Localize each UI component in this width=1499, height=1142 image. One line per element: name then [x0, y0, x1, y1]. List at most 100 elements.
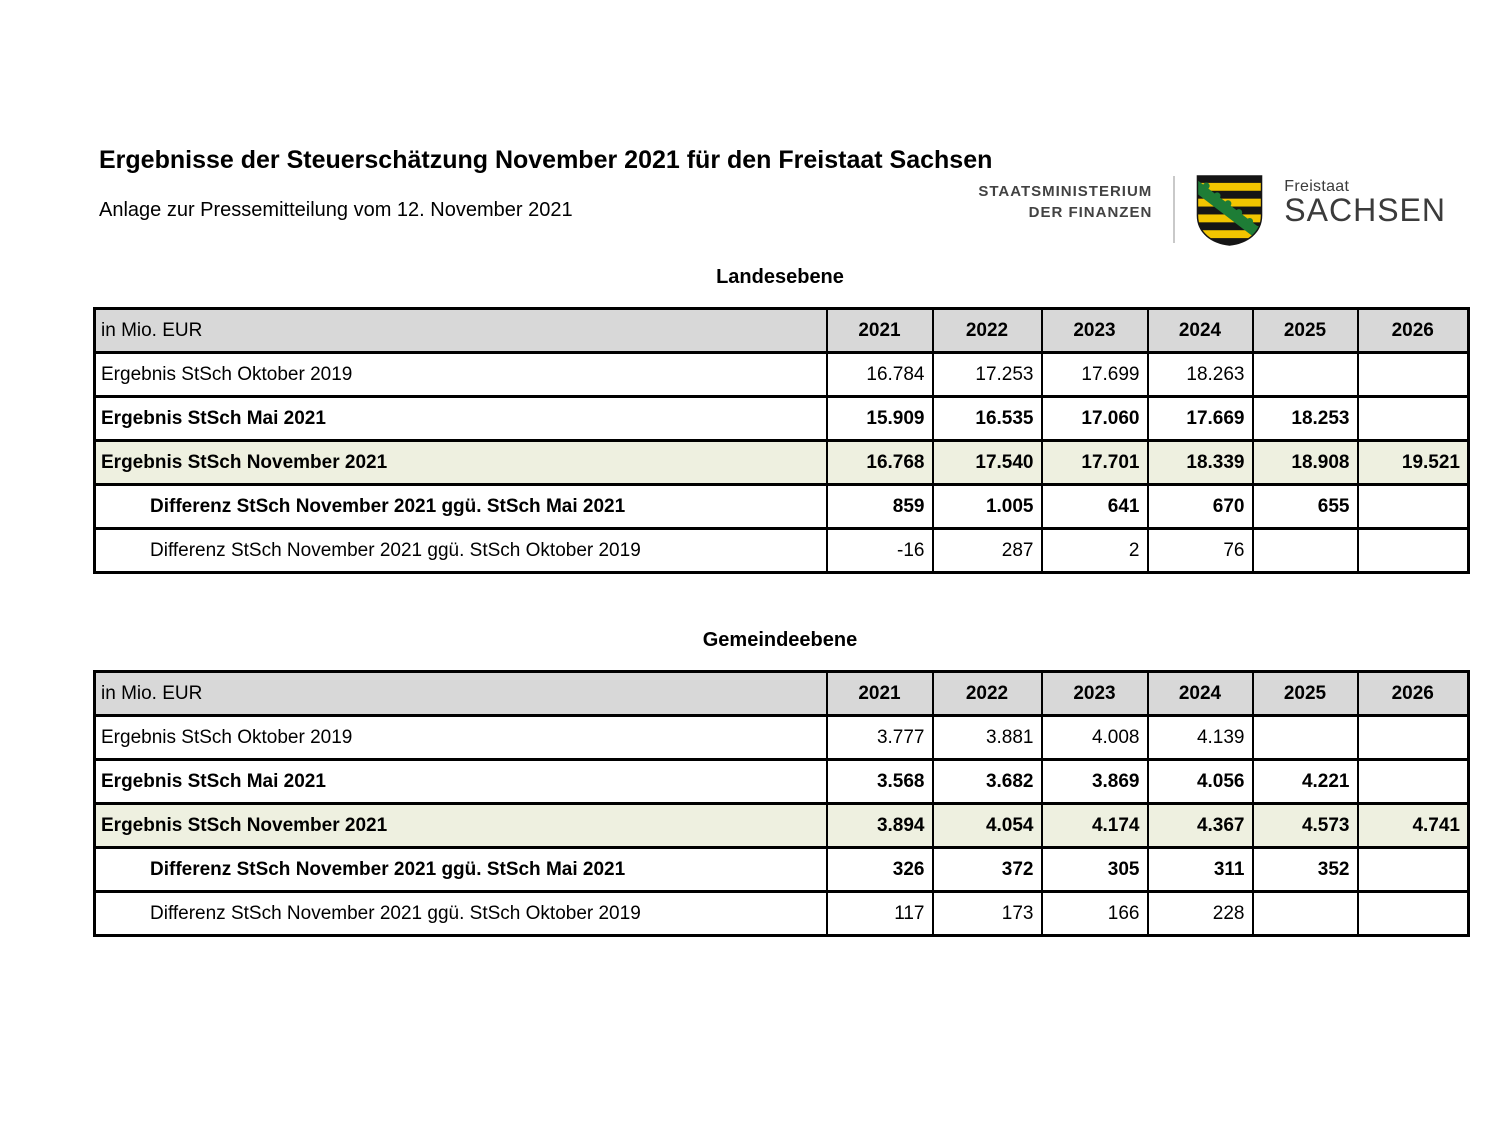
value-cell	[1356, 890, 1470, 937]
value-cell: 670	[1146, 483, 1254, 530]
value-cell: 4.221	[1251, 758, 1359, 805]
value-cell: 17.540	[931, 439, 1043, 486]
value-cell: 3.682	[931, 758, 1043, 805]
value-cell	[1251, 890, 1359, 937]
row-label-cell: Differenz StSch November 2021 ggü. StSch…	[93, 890, 828, 937]
year-header-cell: 2024	[1146, 670, 1254, 717]
value-cell: 173	[931, 890, 1043, 937]
brand-freistaat: Freistaat	[1284, 178, 1350, 195]
table-row: Ergebnis StSch Mai 2021 15.909 16.535 17.06…	[93, 395, 1470, 442]
ministry-line2: DER FINANZEN	[1028, 204, 1153, 221]
value-cell	[1356, 395, 1470, 442]
value-cell: 16.784	[825, 351, 934, 398]
year-header-cell: 2026	[1356, 670, 1470, 717]
unit-label-cell: in Mio. EUR	[93, 307, 828, 354]
row-label-cell: Differenz StSch November 2021 ggü. StSch…	[93, 483, 828, 530]
value-cell: 19.521	[1356, 439, 1470, 486]
value-cell: 4.573	[1251, 802, 1359, 849]
value-cell: 4.056	[1146, 758, 1254, 805]
value-cell	[1356, 758, 1470, 805]
data-table: in Mio. EUR 2021 2022 2023 2024 2025 2026 Erge…	[93, 670, 1470, 937]
year-header-cell: 2025	[1251, 670, 1359, 717]
value-cell: 18.339	[1146, 439, 1254, 486]
value-cell: 287	[931, 527, 1043, 574]
header-divider	[1173, 176, 1176, 243]
row-label-cell: Differenz StSch November 2021 ggü. StSch…	[93, 846, 828, 893]
year-header-cell: 2021	[825, 670, 934, 717]
value-cell: 166	[1040, 890, 1149, 937]
saxony-coat-of-arms-icon	[1197, 175, 1263, 246]
ministry-name: STAATSMINISTERIUM DER FINANZEN	[978, 181, 1152, 223]
year-header-cell: 2021	[825, 307, 934, 354]
value-cell: 1.005	[931, 483, 1043, 530]
table-row: Differenz StSch November 2021 ggü. StSch…	[93, 846, 1470, 893]
value-cell: 17.060	[1040, 395, 1149, 442]
row-label-cell: Ergebnis StSch November 2021	[93, 802, 828, 849]
value-cell	[1356, 714, 1470, 761]
value-cell: 305	[1040, 846, 1149, 893]
value-cell: 17.699	[1040, 351, 1149, 398]
value-cell: 311	[1146, 846, 1254, 893]
value-cell	[1251, 351, 1359, 398]
value-cell: 641	[1040, 483, 1149, 530]
page-title: Ergebnisse der Steuerschätzung November …	[99, 146, 993, 174]
value-cell: 655	[1251, 483, 1359, 530]
brand-wordmark: Freistaat SACHSEN	[1284, 178, 1446, 226]
page-header: STAATSMINISTERIUM DER FINANZEN	[978, 174, 1446, 246]
table-row: Differenz StSch November 2021 ggü. StSch…	[93, 890, 1470, 937]
value-cell: 4.139	[1146, 714, 1254, 761]
row-label-cell: Ergebnis StSch Oktober 2019	[93, 714, 828, 761]
value-cell: 3.881	[931, 714, 1043, 761]
table-title: Landesebene	[716, 266, 844, 288]
table-row: Ergebnis StSch Mai 2021 3.568 3.682 3.869 4.…	[93, 758, 1470, 805]
value-cell: -16	[825, 527, 934, 574]
value-cell: 3.568	[825, 758, 934, 805]
value-cell	[1251, 714, 1359, 761]
value-cell: 859	[825, 483, 934, 530]
value-cell: 4.054	[931, 802, 1043, 849]
value-cell: 4.174	[1040, 802, 1149, 849]
value-cell	[1356, 846, 1470, 893]
value-cell: 228	[1146, 890, 1254, 937]
table-row: Differenz StSch November 2021 ggü. StSch…	[93, 483, 1470, 530]
table-header-row: in Mio. EUR 2021 2022 2023 2024 2025 2026	[93, 307, 1470, 354]
value-cell	[1356, 351, 1470, 398]
value-cell	[1356, 527, 1470, 574]
value-cell: 117	[825, 890, 934, 937]
value-cell: 17.669	[1146, 395, 1254, 442]
year-header-cell: 2023	[1040, 307, 1149, 354]
year-header-cell: 2022	[931, 670, 1043, 717]
year-header-cell: 2022	[931, 307, 1043, 354]
table-header-row: in Mio. EUR 2021 2022 2023 2024 2025 2026	[93, 670, 1470, 717]
page-subtitle: Anlage zur Pressemitteilung vom 12. Nove…	[99, 199, 573, 221]
value-cell: 17.701	[1040, 439, 1149, 486]
value-cell: 18.253	[1251, 395, 1359, 442]
table-row: Ergebnis StSch November 2021 16.768 17.540…	[93, 439, 1470, 486]
brand-sachsen: SACHSEN	[1284, 192, 1446, 228]
gemeindeebene-section: Gemeindeebene in Mio. EUR 2021 2022 2023 202…	[0, 629, 1499, 937]
row-label-cell: Ergebnis StSch Oktober 2019	[93, 351, 828, 398]
value-cell: 4.367	[1146, 802, 1254, 849]
row-label-cell: Ergebnis StSch Mai 2021	[93, 758, 828, 805]
value-cell: 4.008	[1040, 714, 1149, 761]
year-header-cell: 2023	[1040, 670, 1149, 717]
value-cell: 16.535	[931, 395, 1043, 442]
table-row: Ergebnis StSch November 2021 3.894 4.054 4.…	[93, 802, 1470, 849]
year-header-cell: 2026	[1356, 307, 1470, 354]
year-header-cell: 2024	[1146, 307, 1254, 354]
value-cell: 76	[1146, 527, 1254, 574]
value-cell: 326	[825, 846, 934, 893]
value-cell: 18.908	[1251, 439, 1359, 486]
value-cell: 18.263	[1146, 351, 1254, 398]
value-cell: 3.869	[1040, 758, 1149, 805]
value-cell: 3.777	[825, 714, 934, 761]
table-row: Ergebnis StSch Oktober 2019 16.784 17.253 1…	[93, 351, 1470, 398]
landesebene-section: Landesebene in Mio. EUR 2021 2022 2023 2024 2…	[0, 266, 1499, 574]
row-label-cell: Ergebnis StSch Mai 2021	[93, 395, 828, 442]
value-cell: 15.909	[825, 395, 934, 442]
value-cell: 2	[1040, 527, 1149, 574]
table-row: Ergebnis StSch Oktober 2019 3.777 3.881 4.0…	[93, 714, 1470, 761]
unit-label-cell: in Mio. EUR	[93, 670, 828, 717]
row-label-cell: Differenz StSch November 2021 ggü. StSch…	[93, 527, 828, 574]
document-page: { "header": { "ministry_line1": "STAATSM…	[0, 146, 1499, 1142]
